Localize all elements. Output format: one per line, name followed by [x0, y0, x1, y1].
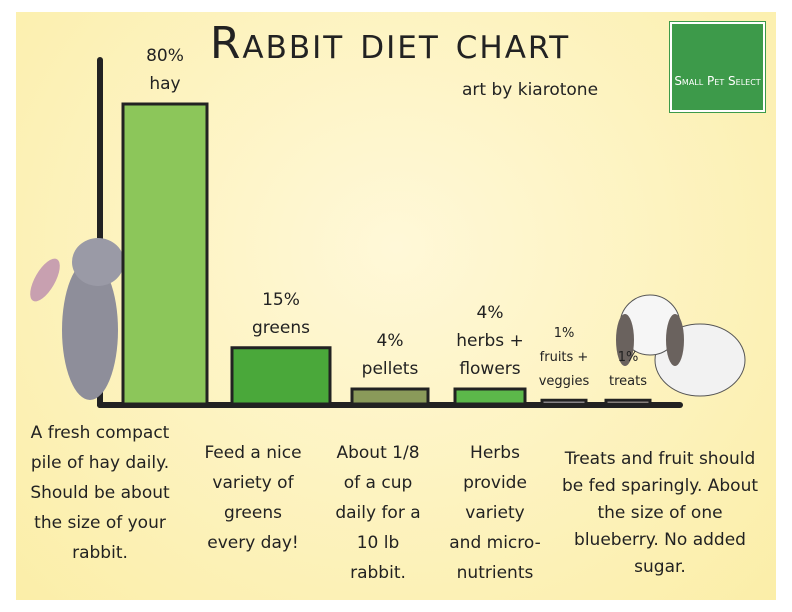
category-label: treats: [609, 374, 647, 390]
bar-label: 1% fruits + veggies: [529, 322, 599, 394]
note: Feed a nice variety of greens every day!: [204, 443, 302, 553]
bar-label: 1% treats: [598, 346, 658, 394]
value-label: 15%: [262, 289, 300, 310]
bar-label: 4% herbs + flowers: [440, 299, 540, 383]
category-label: fruits + veggies: [538, 350, 590, 390]
value-label: 1%: [617, 350, 639, 366]
category-label: hay: [149, 74, 181, 94]
rabbit-right: [616, 294, 746, 397]
rabbit-left: [30, 238, 124, 400]
bar: [453, 387, 527, 406]
category-label: greens: [252, 317, 310, 338]
bar: [350, 387, 430, 406]
note: A fresh compact pile of hay daily. Shoul…: [30, 423, 170, 563]
category-label: pellets: [361, 359, 419, 379]
bar: [121, 102, 209, 406]
note: About 1/8 of a cup daily for a 10 lb rab…: [335, 443, 421, 583]
bar: [540, 398, 588, 406]
bar-label: 80% hay: [125, 42, 205, 98]
note: Treats and fruit should be fed sparingly…: [561, 449, 759, 577]
value-label: 80%: [146, 46, 184, 66]
bar-label: 15% greens: [236, 286, 326, 342]
bar: [230, 346, 332, 406]
value-label: 4%: [476, 303, 504, 323]
chart-subtitle: art by kiarotone: [462, 80, 599, 100]
logo: Small Pet Select: [669, 21, 766, 113]
value-label: 1%: [553, 326, 575, 342]
chart-title: Rabbit diet chart: [209, 18, 571, 69]
bar: [604, 398, 652, 406]
value-label: 4%: [376, 331, 404, 351]
bar-label: 4% pellets: [345, 327, 435, 383]
note: Herbs provide variety and micro-nutrient…: [449, 443, 541, 583]
category-label: herbs + flowers: [456, 331, 524, 379]
